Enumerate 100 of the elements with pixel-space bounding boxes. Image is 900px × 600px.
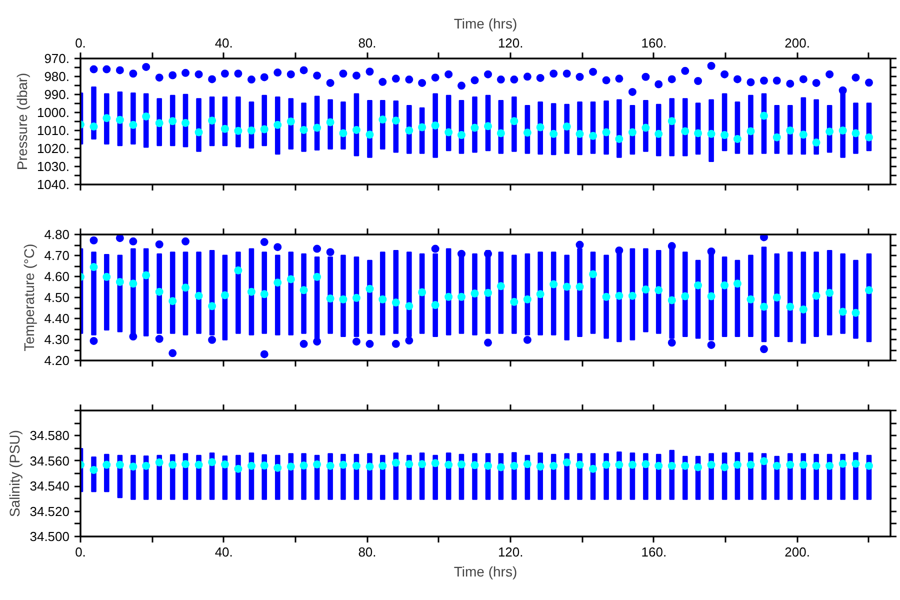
y-tick-label: 1020. — [36, 141, 70, 156]
point — [102, 65, 111, 74]
point — [129, 332, 138, 341]
point — [90, 236, 98, 244]
point — [642, 72, 650, 81]
point — [313, 338, 322, 346]
point — [589, 68, 598, 76]
point — [746, 78, 755, 86]
point — [457, 250, 466, 258]
point — [326, 78, 334, 87]
point — [155, 240, 164, 248]
point — [720, 70, 729, 78]
point — [431, 244, 440, 253]
bar — [682, 252, 688, 338]
point — [431, 74, 440, 82]
x2-tick-label: 80. — [358, 36, 376, 50]
bar — [787, 252, 793, 342]
point — [129, 70, 138, 78]
x2-tick-label: 160. — [641, 36, 667, 50]
point — [707, 248, 716, 256]
x2-tick-label: 200. — [784, 36, 810, 50]
point — [326, 248, 334, 256]
x-axis-title: Time (hrs) — [454, 564, 518, 580]
bar — [656, 250, 662, 334]
y-axis-title: Salinity (PSU) — [6, 430, 23, 518]
y-axis-title: Temperature (°C) — [21, 244, 38, 352]
bar — [472, 253, 478, 336]
y-tick-label: 34.540 — [30, 478, 70, 494]
x2-tick-label: 40. — [214, 36, 233, 50]
point — [247, 76, 256, 84]
point — [286, 70, 295, 78]
x2-axis-title: Time (hrs) — [454, 16, 518, 32]
y-tick-label: 980. — [44, 69, 70, 84]
point — [378, 78, 387, 86]
y-axis-title: Pressure (dbar) — [14, 72, 30, 170]
point — [615, 74, 624, 83]
point — [838, 86, 847, 94]
point — [182, 68, 190, 77]
point — [550, 70, 558, 78]
point — [313, 72, 322, 80]
bar — [170, 252, 176, 334]
point — [116, 234, 124, 242]
point — [313, 244, 322, 253]
y-tick-label: 4.40 — [44, 311, 70, 326]
point — [155, 74, 164, 82]
point — [628, 88, 636, 96]
point — [116, 66, 124, 74]
point — [260, 73, 268, 82]
y-tick-label: 34.580 — [30, 428, 70, 444]
point — [90, 65, 98, 74]
y-tick-label: 1010. — [36, 123, 70, 138]
bar — [301, 253, 306, 334]
point — [220, 70, 229, 78]
y-tick-label: 4.30 — [44, 332, 70, 347]
point — [274, 243, 282, 252]
point — [786, 80, 794, 88]
point — [405, 76, 414, 84]
bar — [262, 252, 268, 334]
point — [654, 80, 663, 88]
point — [155, 334, 164, 343]
y-tick-label: 4.70 — [44, 248, 70, 263]
point — [707, 340, 716, 349]
x2-tick-label: 0. — [75, 36, 86, 50]
point — [352, 72, 360, 80]
point — [274, 68, 282, 77]
point — [366, 68, 374, 76]
point — [392, 340, 400, 348]
point — [668, 338, 676, 347]
point — [470, 76, 479, 84]
bar — [274, 254, 280, 336]
point — [418, 78, 426, 87]
point — [576, 72, 584, 81]
x-tick-label: 160. — [641, 544, 667, 560]
bar — [840, 253, 846, 334]
point — [615, 246, 624, 254]
point — [772, 76, 781, 85]
point — [562, 70, 571, 78]
bar — [774, 253, 780, 338]
bar — [393, 250, 399, 334]
x-tick-label: 120. — [498, 544, 524, 560]
point — [457, 82, 466, 90]
y-tick-label: 4.80 — [44, 227, 70, 242]
point — [760, 345, 768, 354]
bar — [236, 252, 241, 334]
point — [484, 250, 492, 258]
point — [826, 70, 834, 78]
y-tick-label: 1000. — [36, 105, 70, 120]
bar — [814, 252, 819, 338]
bar — [564, 254, 570, 340]
point — [484, 338, 492, 347]
point — [339, 70, 348, 78]
point — [812, 78, 820, 87]
point — [760, 234, 768, 242]
point — [142, 62, 150, 71]
point — [733, 75, 742, 84]
y-tick-label: 990. — [44, 87, 70, 102]
point — [864, 78, 873, 87]
point — [234, 70, 242, 78]
point — [300, 340, 308, 348]
y-tick-label: 1030. — [36, 159, 70, 174]
